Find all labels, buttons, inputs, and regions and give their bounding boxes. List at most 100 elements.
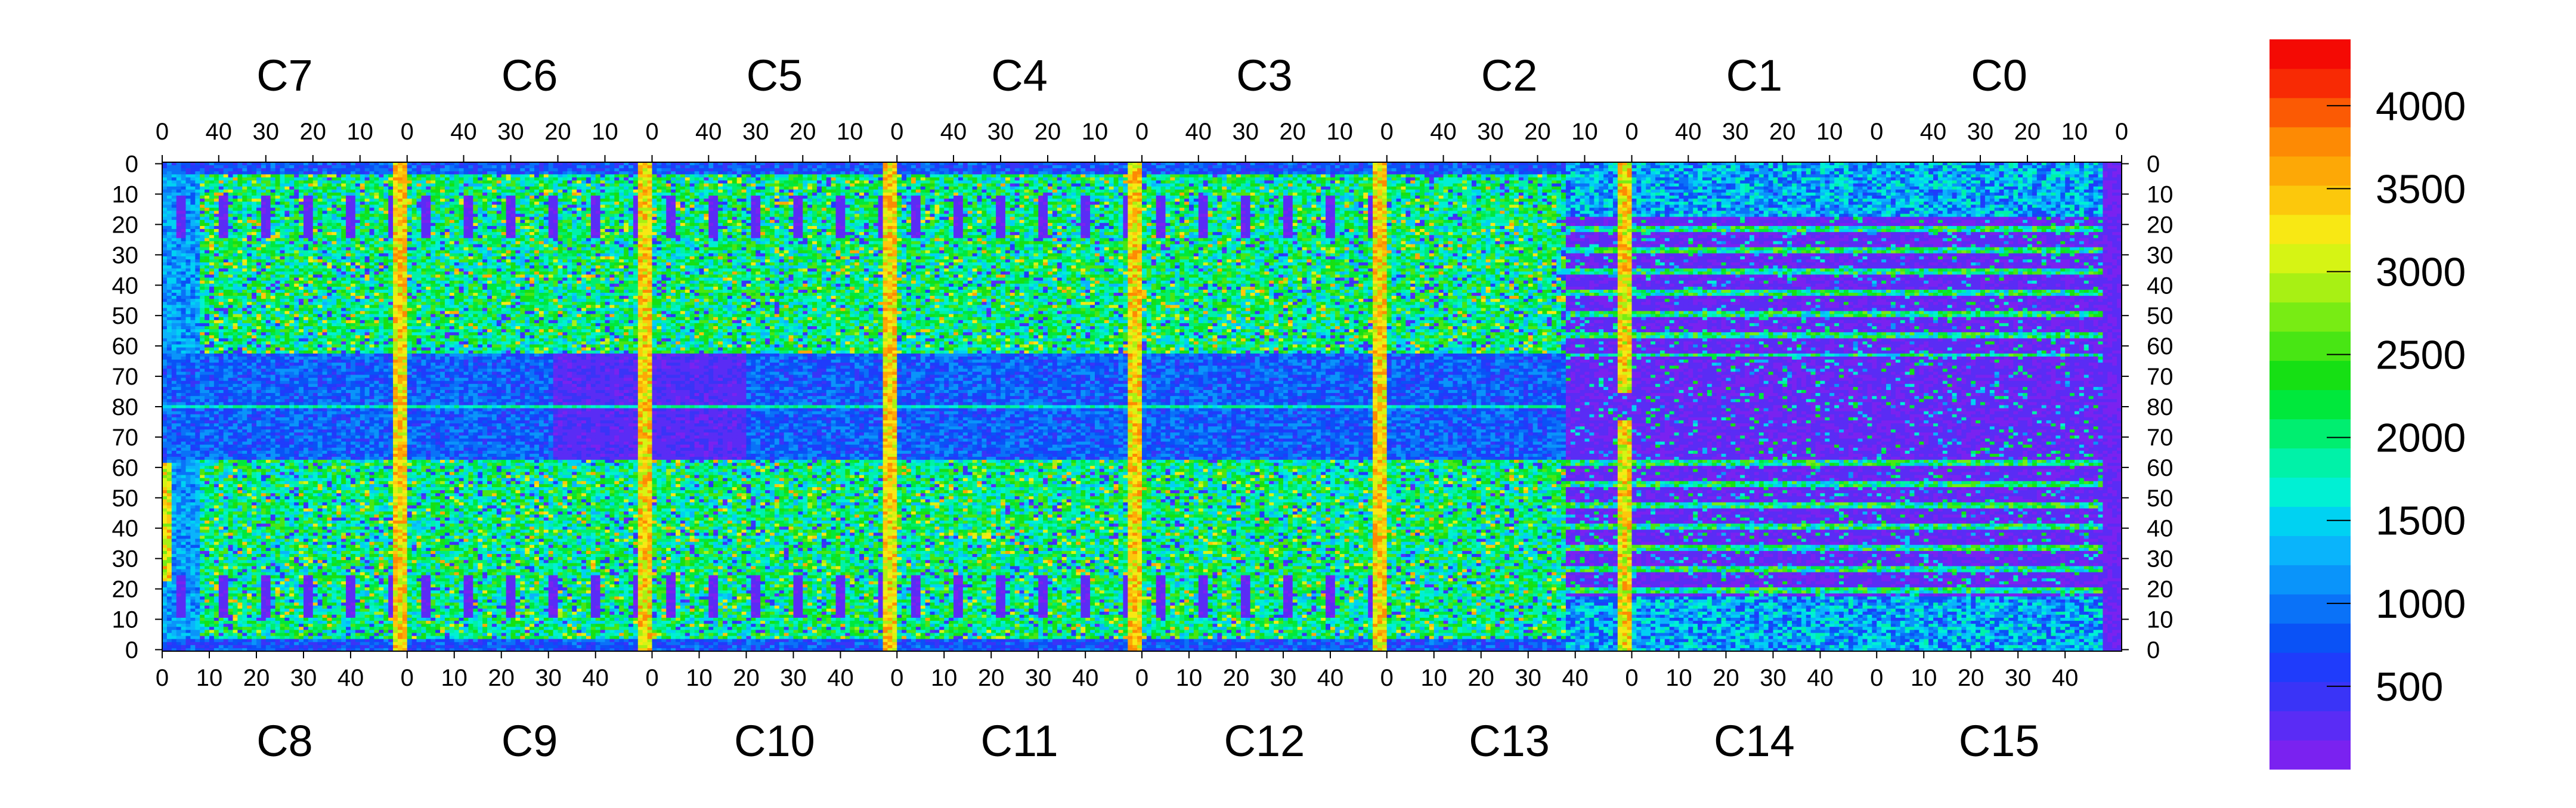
heat-cell: [332, 250, 337, 254]
heat-cell: [162, 171, 168, 175]
heat-cell: [294, 210, 299, 214]
heat-cell: [393, 223, 398, 227]
heat-cell: [304, 208, 308, 211]
heat-cell: [284, 168, 290, 172]
heat-cell: [261, 250, 267, 254]
heat-cell: [379, 202, 384, 205]
heat-cell: [280, 244, 285, 248]
heat-cell: [336, 229, 342, 233]
heat-cell: [205, 214, 210, 218]
heat-cell: [355, 205, 361, 208]
heat-cell: [289, 187, 295, 190]
heat-cell: [252, 247, 257, 251]
heat-cell: [190, 184, 196, 187]
heat-cell: [228, 220, 234, 224]
heat-cell: [224, 184, 229, 187]
heat-cell: [308, 232, 314, 236]
heat-cell: [224, 196, 229, 199]
heat-cell: [209, 220, 215, 224]
heat-cell: [242, 187, 247, 190]
heat-cell: [242, 171, 247, 175]
heat-cell: [383, 247, 389, 251]
heat-cell: [346, 223, 351, 227]
heat-cell: [379, 196, 384, 199]
heat-cell: [252, 199, 257, 202]
heat-cell: [186, 177, 191, 181]
heat-cell: [247, 205, 252, 208]
heat-cell: [275, 235, 281, 239]
heat-cell: [313, 196, 318, 199]
heat-cell: [332, 190, 337, 193]
heat-cell: [280, 220, 285, 224]
heat-cell: [186, 241, 191, 244]
heat-cell: [266, 217, 271, 221]
heat-cell: [304, 205, 308, 208]
heat-cell: [355, 232, 361, 236]
heat-cell: [219, 193, 224, 196]
heat-cell: [271, 223, 276, 227]
heat-cell: [284, 210, 290, 214]
heat-cell: [186, 250, 191, 254]
heat-cell: [271, 220, 276, 224]
heat-cell: [374, 247, 379, 251]
heat-cell: [261, 247, 267, 251]
heat-cell: [313, 208, 318, 211]
heat-cell: [341, 250, 346, 254]
heat-cell: [398, 199, 403, 202]
heat-cell: [209, 226, 215, 230]
heat-cell: [299, 165, 304, 169]
heat-cell: [280, 205, 285, 208]
heat-cell: [242, 247, 247, 251]
heat-cell: [271, 196, 276, 199]
heat-cell: [336, 174, 342, 178]
heat-cell: [383, 250, 389, 254]
heat-cell: [200, 174, 205, 178]
heat-cell: [398, 168, 403, 172]
heat-cell: [327, 205, 332, 208]
heat-cell: [374, 168, 379, 172]
heat-cell: [247, 196, 252, 199]
heat-cell: [323, 181, 328, 184]
heat-cell: [355, 196, 361, 199]
heat-cell: [219, 174, 224, 178]
heat-cell: [256, 199, 262, 202]
heat-cell: [346, 241, 351, 244]
heat-cell: [388, 208, 394, 211]
heat-cell: [374, 171, 379, 175]
heat-cell: [237, 229, 243, 233]
heat-cell: [205, 196, 210, 199]
heat-cell: [200, 177, 205, 181]
heat-cell: [181, 171, 187, 175]
heat-cell: [318, 205, 323, 208]
heat-cell: [247, 226, 252, 230]
heat-cell: [224, 238, 229, 242]
heat-cell: [252, 250, 257, 254]
heat-cell: [313, 223, 318, 227]
heat-cell: [304, 174, 308, 178]
heat-cell: [327, 199, 332, 202]
heat-cell: [167, 226, 172, 230]
heat-cell: [233, 244, 238, 248]
heat-cell: [365, 244, 370, 248]
heat-cell: [289, 196, 295, 199]
heat-cell: [379, 229, 384, 233]
heat-cell: [172, 238, 177, 242]
heat-cell: [266, 210, 271, 214]
heat-cell: [304, 181, 308, 184]
heat-cell: [365, 181, 370, 184]
heat-cell: [294, 199, 299, 202]
heat-cell: [323, 210, 328, 214]
heat-cell: [190, 223, 196, 227]
heat-cell: [284, 244, 290, 248]
heat-cell: [266, 247, 271, 251]
heat-cell: [266, 223, 271, 227]
heat-cell: [271, 187, 276, 190]
heat-cell: [355, 217, 361, 221]
heat-cell: [341, 232, 346, 236]
heat-cell: [228, 235, 234, 239]
heat-cell: [190, 168, 196, 172]
heat-cell: [228, 205, 234, 208]
heat-cell: [398, 232, 403, 236]
heat-cell: [181, 187, 187, 190]
heat-cell: [284, 247, 290, 251]
